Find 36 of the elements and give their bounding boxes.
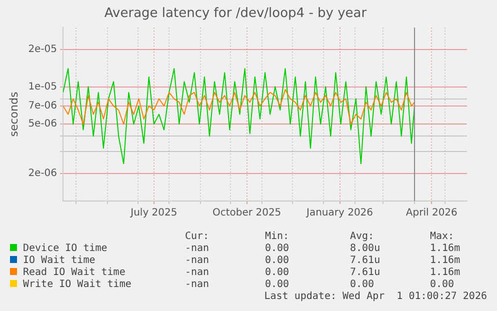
chart-title: Average latency for /dev/loop4 - by year <box>104 6 368 22</box>
y-tick-label: 1e-05 <box>28 81 58 92</box>
text: 0.00 <box>265 267 290 278</box>
x-tick-label: April 2026 <box>406 208 458 219</box>
text: -nan <box>185 243 210 254</box>
text: 1.16m <box>430 267 460 278</box>
text: 0.00 <box>265 243 290 254</box>
text: 0.00 <box>430 279 454 290</box>
text: 1.16m <box>430 243 460 254</box>
text: 0.00 <box>265 255 290 266</box>
y-tick-label: 2e-06 <box>28 168 58 180</box>
y-tick-label: 5e-06 <box>28 118 58 130</box>
x-tick-label: July 2025 <box>130 208 178 219</box>
x-tick-label: October 2025 <box>212 208 282 219</box>
text: Cur: <box>185 231 210 242</box>
text: 7.61u <box>350 255 380 266</box>
x-tick-label: January 2026 <box>305 208 374 219</box>
y-tick-label: 7e-06 <box>28 100 58 112</box>
legend-label: Device IO time <box>22 243 108 254</box>
text: 0.00 <box>350 279 374 290</box>
text: -nan <box>185 267 210 278</box>
text: Max: <box>430 231 454 242</box>
y-tick-label: 2e-05 <box>28 44 58 56</box>
y-axis-title: seconds <box>7 92 20 137</box>
text: Avg: <box>350 231 374 242</box>
legend-label: IO Wait time <box>22 255 96 266</box>
text: Last update: Wed Apr 1 01:00:27 2026 <box>264 291 487 302</box>
legend-label: Write IO Wait time <box>22 279 132 290</box>
text: 1.16m <box>430 255 460 266</box>
text: -nan <box>185 279 210 290</box>
legend-label: Read IO Wait time <box>22 267 126 278</box>
text: 8.00u <box>350 243 380 254</box>
text: 7.61u <box>350 267 380 278</box>
text: Min: <box>265 231 290 242</box>
text: 0.00 <box>265 279 290 290</box>
text: -nan <box>185 255 210 266</box>
